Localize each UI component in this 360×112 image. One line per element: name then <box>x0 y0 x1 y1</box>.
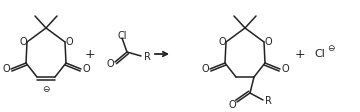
Text: O: O <box>65 37 73 47</box>
Text: O: O <box>264 37 272 47</box>
Text: O: O <box>201 63 209 73</box>
Text: +: + <box>85 48 95 61</box>
Text: O: O <box>228 99 236 109</box>
Text: O: O <box>281 63 289 73</box>
Text: R: R <box>144 52 150 61</box>
Text: O: O <box>82 63 90 73</box>
Text: Cl: Cl <box>315 49 325 58</box>
Text: Cl: Cl <box>117 31 127 41</box>
Text: O: O <box>19 37 27 47</box>
Text: O: O <box>106 58 114 68</box>
Text: O: O <box>2 63 10 73</box>
Text: O: O <box>218 37 226 47</box>
Text: R: R <box>265 95 271 105</box>
Text: ⊖: ⊖ <box>42 85 50 94</box>
Text: ⊖: ⊖ <box>327 44 335 53</box>
Text: +: + <box>295 48 305 61</box>
